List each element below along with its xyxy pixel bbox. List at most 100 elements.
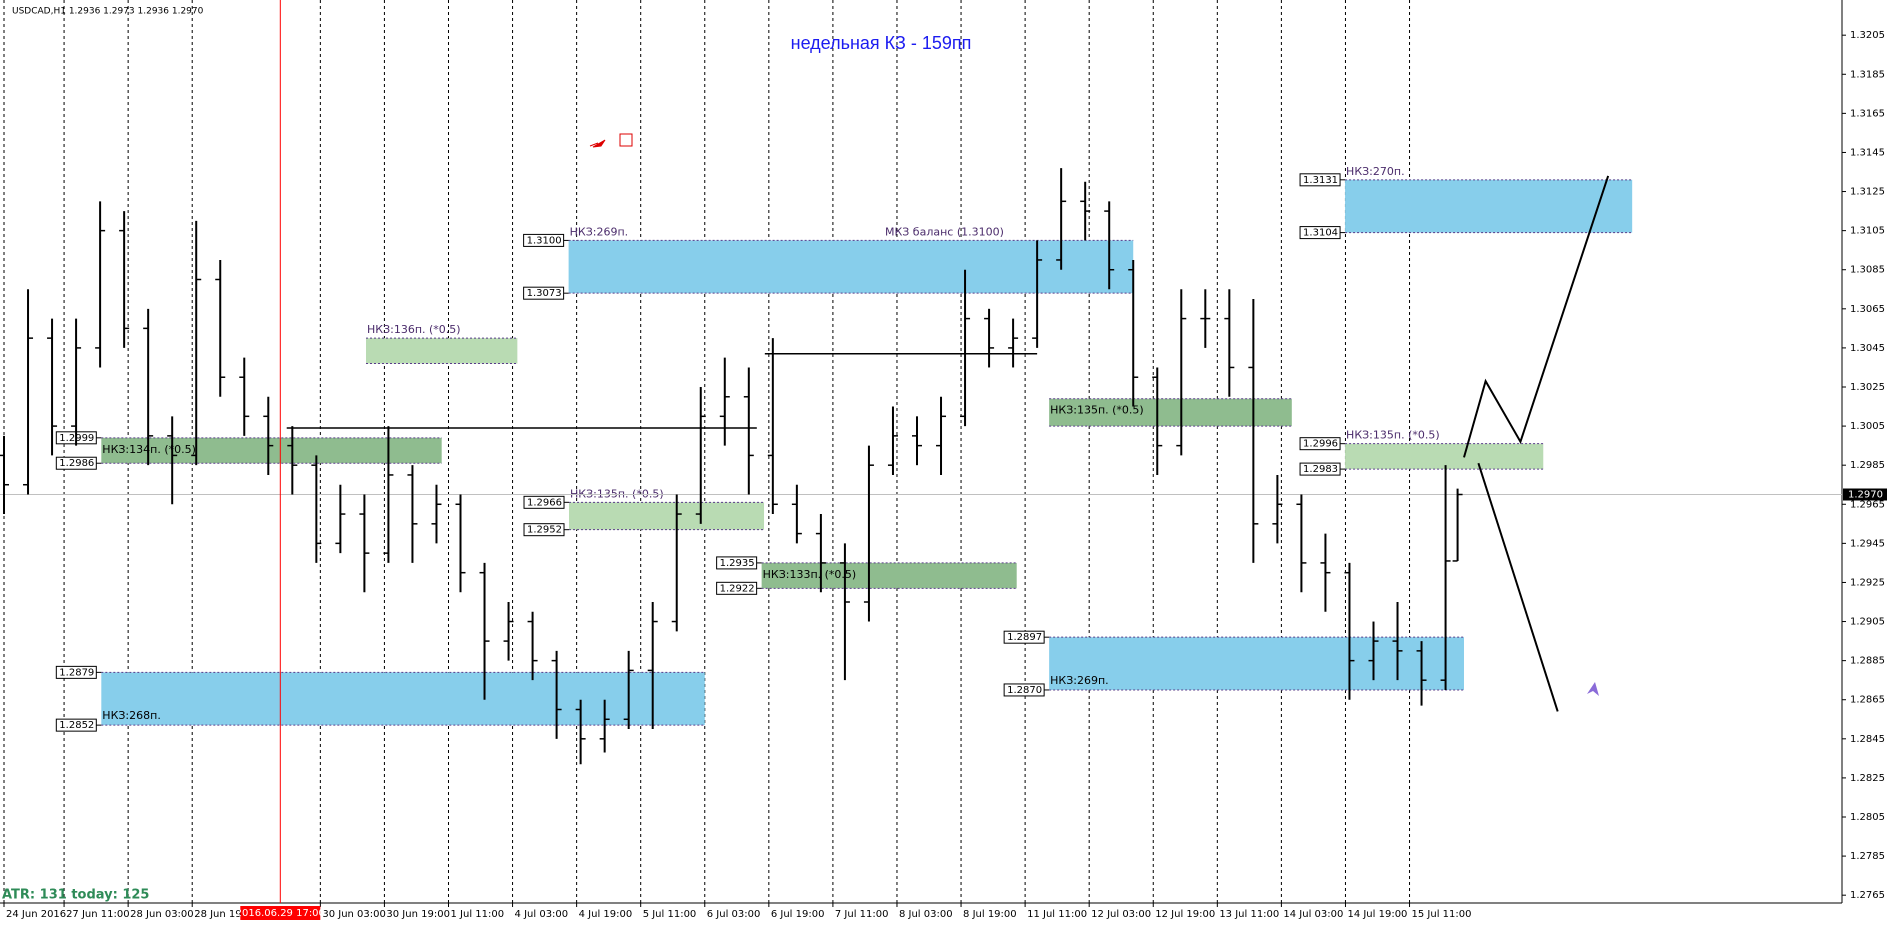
y-tick-label: 1.2825 (1850, 773, 1885, 784)
x-tick-label: 24 Jun 2016 (6, 909, 66, 920)
zone-label: НКЗ:135п. (*0.5) (570, 487, 664, 500)
price-box (523, 286, 565, 300)
zone (1345, 179, 1633, 233)
chart-title: недельная КЗ - 159пп (791, 33, 972, 53)
x-tick-label: 1 Jul 11:00 (450, 909, 504, 920)
y-tick-label: 1.2925 (1850, 577, 1885, 588)
x-tick-label: 30 Jun 03:00 (322, 909, 386, 920)
icon (589, 139, 606, 148)
y-tick-label: 1.3165 (1850, 108, 1885, 119)
price-box (55, 665, 97, 679)
price-box (523, 495, 565, 509)
y-tick-label: 1.3085 (1850, 265, 1885, 276)
zone (761, 562, 1017, 589)
zone (101, 437, 442, 464)
zone (568, 240, 1134, 294)
y-tick-label: 1.2845 (1850, 734, 1885, 745)
x-tick-label: 28 Jun 19:00 (194, 909, 258, 920)
x-tick-label: 30 Jun 19:00 (386, 909, 450, 920)
y-tick-label: 1.2945 (1850, 538, 1885, 549)
price-box (55, 718, 97, 732)
x-tick-label: 27 Jun 11:00 (66, 909, 130, 920)
x-tick-label: 14 Jul 19:00 (1347, 909, 1407, 920)
x-tick-label: 7 Jul 11:00 (835, 909, 889, 920)
y-tick-label: 1.2885 (1850, 656, 1885, 667)
forecast-line (1477, 462, 1559, 712)
zone-label: НКЗ:269п. (1050, 674, 1109, 687)
price-label: 1.3100 (527, 235, 562, 246)
zone (1049, 398, 1292, 427)
price-box (716, 556, 758, 570)
forecast-line (1463, 175, 1610, 458)
price-box (716, 581, 758, 595)
zone (1345, 443, 1544, 470)
y-tick-label: 1.3185 (1850, 69, 1885, 80)
price-box (523, 233, 565, 247)
x-tick-label: 4 Jul 19:00 (579, 909, 633, 920)
price-label: 1.2852 (59, 720, 94, 731)
x-tick-label: 14 Jul 03:00 (1283, 909, 1343, 920)
y-tick-label: 1.3025 (1850, 382, 1885, 393)
price-label: 1.2996 (1303, 439, 1338, 450)
price-box (1299, 437, 1341, 451)
zone-label: НКЗ:268п. (102, 709, 161, 722)
zone-label: НКЗ:270п. (1346, 165, 1405, 178)
y-tick-label: 1.2985 (1850, 460, 1885, 471)
zone-label: НКЗ:135п. (*0.5) (1050, 404, 1144, 417)
x-tick-label: 4 Jul 03:00 (515, 909, 569, 920)
y-tick-label: 1.2765 (1850, 890, 1885, 901)
icon (619, 133, 633, 147)
zone (101, 672, 705, 726)
annotation: МКЗ баланс (1.3100) (885, 225, 1004, 238)
zone (365, 338, 518, 364)
price-label: 1.2879 (59, 667, 94, 678)
zone-label: НКЗ:133п. (*0.5) (763, 568, 857, 581)
x-tick-label: 11 Jul 11:00 (1027, 909, 1087, 920)
x-tick-label: 28 Jun 03:00 (130, 909, 194, 920)
y-tick-label: 1.3065 (1850, 304, 1885, 315)
price-label: 1.2986 (59, 458, 94, 469)
x-tick-label: 13 Jul 11:00 (1219, 909, 1279, 920)
price-label: 1.3104 (1303, 228, 1338, 239)
price-label: 1.2983 (1303, 464, 1338, 475)
x-tick-label: 5 Jul 11:00 (643, 909, 697, 920)
atr-label: ATR: 131 today: 125 (2, 888, 149, 903)
bid-box (1843, 488, 1887, 501)
price-box (1299, 462, 1341, 476)
x-tick-label: 8 Jul 19:00 (963, 909, 1017, 920)
cursor-label: 2016.06.29 17:00 (236, 908, 325, 919)
x-tick-label: 8 Jul 03:00 (899, 909, 953, 920)
price-label: 1.2870 (1007, 685, 1042, 696)
price-label: 1.3073 (527, 288, 562, 299)
price-box (1003, 630, 1045, 644)
y-tick-label: 1.2905 (1850, 617, 1885, 628)
y-tick-label: 1.3005 (1850, 421, 1885, 432)
zone-label: НКЗ:136п. (*0.5) (367, 323, 461, 336)
y-tick-label: 1.2785 (1850, 851, 1885, 862)
price-label: 1.3131 (1303, 175, 1338, 186)
y-tick-label: 1.3045 (1850, 343, 1885, 354)
price-box (55, 456, 97, 470)
zone-label: НКЗ:269п. (570, 225, 629, 238)
price-box (523, 523, 565, 537)
price-box (1299, 226, 1341, 240)
header: USDCAD,H1 1.2936 1.2973 1.2936 1.2970 (12, 7, 204, 17)
x-tick-label: 6 Jul 03:00 (707, 909, 761, 920)
y-tick-label: 1.2865 (1850, 695, 1885, 706)
x-tick-label: 6 Jul 19:00 (771, 909, 825, 920)
x-tick-label: 12 Jul 19:00 (1155, 909, 1215, 920)
y-tick-label: 1.3105 (1850, 226, 1885, 237)
y-tick-label: 1.2805 (1850, 812, 1885, 823)
price-label: 1.2966 (527, 497, 562, 508)
x-tick-label: 12 Jul 03:00 (1091, 909, 1151, 920)
y-tick-label: 1.3145 (1850, 147, 1885, 158)
bid-label: 1.2970 (1848, 490, 1883, 501)
price-box (1299, 173, 1341, 187)
y-tick-label: 1.2965 (1850, 499, 1885, 510)
y-tick-label: 1.3205 (1850, 30, 1885, 41)
price-label: 1.2935 (720, 558, 755, 569)
price-label: 1.2952 (527, 525, 562, 536)
y-tick-label: 1.3125 (1850, 187, 1885, 198)
price-label: 1.2922 (720, 583, 755, 594)
